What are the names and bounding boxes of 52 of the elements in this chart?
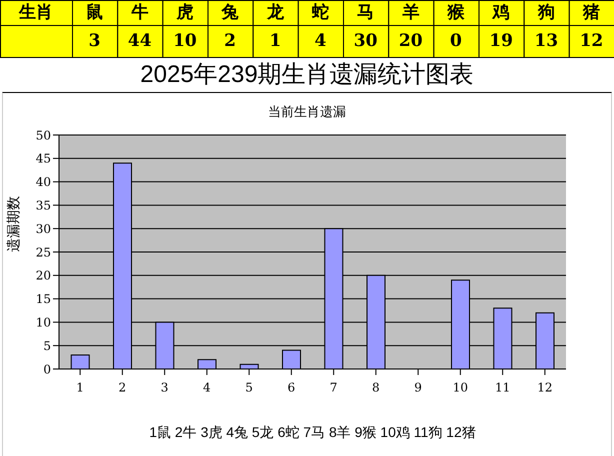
x-tick-label: 1 (76, 380, 84, 395)
x-tick-label: 4 (203, 380, 212, 395)
category-label: 龙 (266, 2, 285, 22)
chart-title: 2025年239期生肖遗漏统计图表 (139, 60, 475, 90)
data-label: 13 (534, 31, 558, 51)
x-tick-label: 7 (330, 380, 338, 395)
category-label: 兔 (220, 2, 240, 22)
data-label: 44 (128, 31, 152, 51)
y-tick-label: 5 (43, 338, 51, 353)
category-label: 牛 (130, 2, 148, 22)
data-label: 10 (173, 31, 197, 51)
data-label: 12 (580, 31, 604, 51)
x-tick-label: 6 (288, 380, 296, 395)
category-label: 猴 (446, 2, 466, 22)
y-tick-label: 20 (36, 268, 51, 283)
x-tick-label: 12 (537, 380, 553, 395)
y-tick-label: 10 (36, 315, 51, 330)
x-tick-label: 8 (372, 380, 380, 395)
category-label: 羊 (401, 2, 420, 22)
y-tick-label: 45 (36, 152, 51, 166)
category-label: 马 (357, 2, 374, 22)
y-axis-title: 遗漏期数 (4, 196, 21, 252)
category-label: 狗 (536, 2, 555, 22)
category-label: 鼠 (86, 2, 104, 22)
text: 生肖 (18, 2, 53, 22)
data-label: 20 (398, 31, 423, 51)
data-label: 2 (224, 31, 236, 51)
category-label: 鸡 (492, 2, 510, 22)
x-axis-title: 1鼠 2牛 3虎 4兔 5龙 6蛇 7马 8羊 9猴 10鸡 11狗 12猪 (149, 424, 476, 440)
x-tick-label: 10 (452, 380, 468, 395)
data-label: 3 (88, 31, 101, 51)
data-label: 30 (354, 31, 378, 51)
category-label: 猪 (582, 2, 600, 22)
x-tick-label: 2 (118, 380, 126, 395)
data-label: 4 (314, 31, 326, 51)
category-label: 蛇 (310, 2, 329, 22)
data-label: 1 (269, 31, 282, 51)
x-tick-label: 11 (494, 380, 510, 395)
x-tick-label: 5 (245, 380, 253, 395)
y-tick-label: 40 (36, 175, 51, 190)
y-tick-label: 30 (36, 222, 51, 236)
x-tick-label: 3 (160, 380, 168, 395)
y-tick-label: 35 (36, 198, 51, 212)
y-tick-label: 0 (43, 362, 51, 376)
y-tick-label: 25 (36, 245, 51, 260)
x-tick-label: 9 (414, 380, 422, 395)
y-tick-label: 50 (36, 128, 51, 142)
chart-subtitle: 当前生肖遗漏 (267, 103, 347, 121)
category-label: 虎 (175, 2, 194, 22)
data-label: 19 (489, 31, 513, 51)
y-tick-label: 15 (36, 292, 51, 306)
data-label: 0 (450, 31, 462, 51)
